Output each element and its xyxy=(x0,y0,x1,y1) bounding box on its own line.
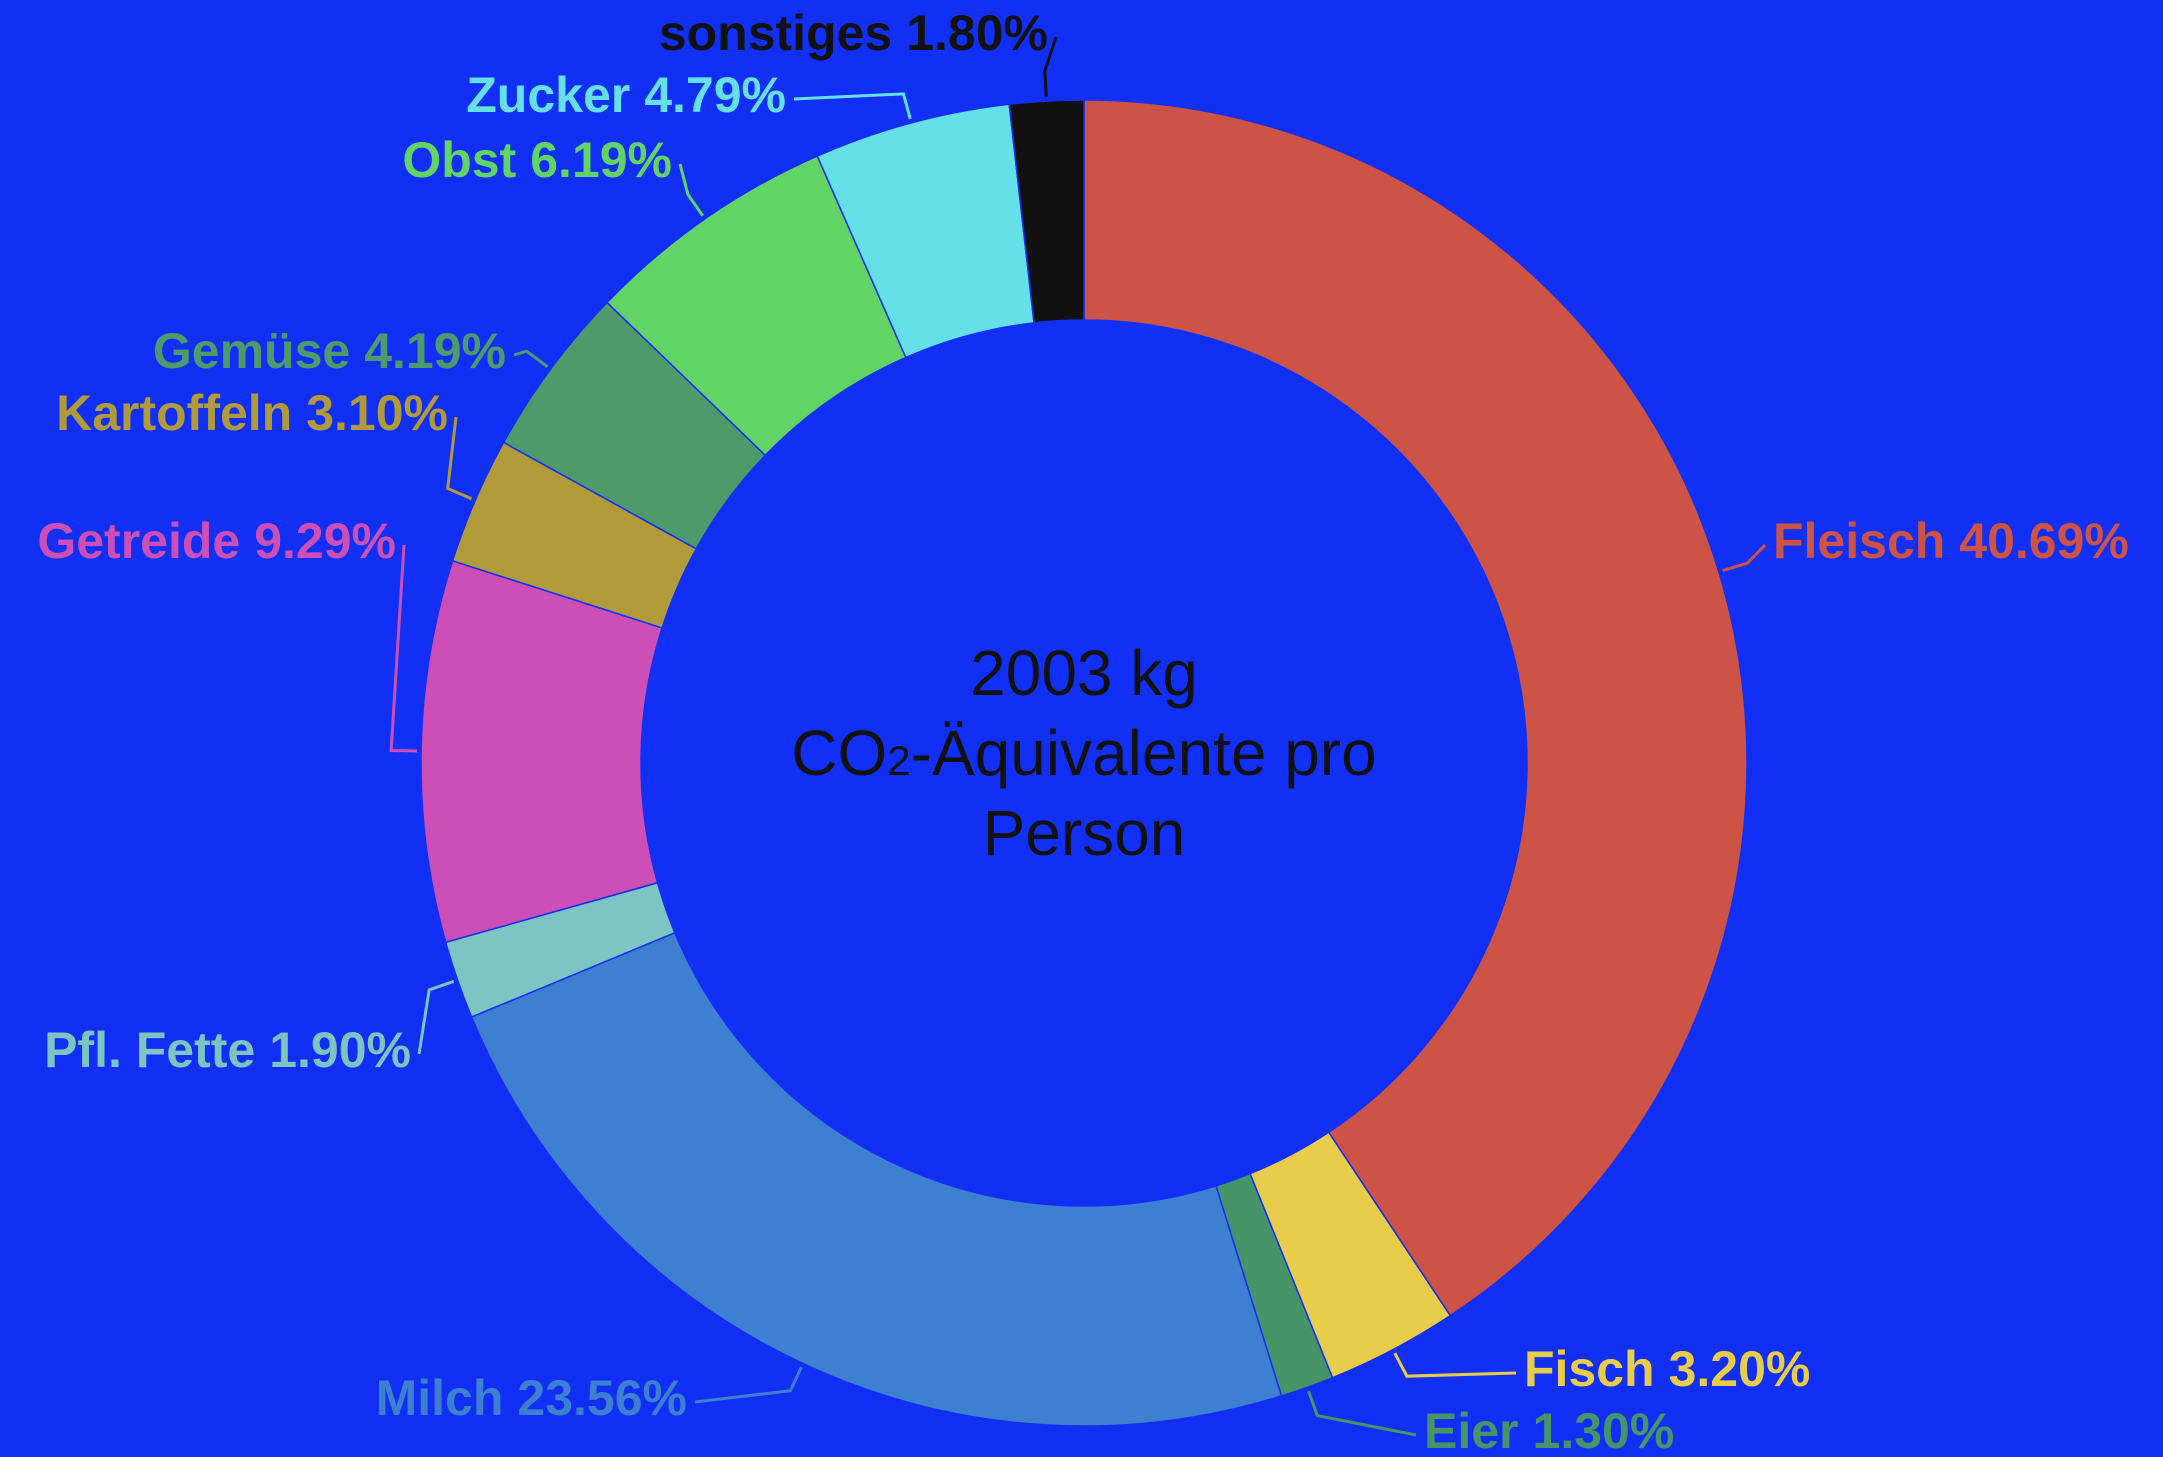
label-name: Zucker xyxy=(466,67,630,123)
leader-line xyxy=(1307,1390,1417,1437)
leader-line xyxy=(1043,36,1058,98)
label-value: 4.19% xyxy=(364,323,506,379)
label-value: 1.90% xyxy=(269,1022,411,1078)
slice xyxy=(1008,99,1085,324)
label-value: 9.29% xyxy=(254,513,396,569)
label-value: 1.80% xyxy=(906,5,1048,61)
label-name: Milch xyxy=(376,1370,504,1426)
label-name: Gemüse xyxy=(153,323,350,379)
label-value: 3.20% xyxy=(1669,1341,1811,1397)
label-value: 4.79% xyxy=(644,67,786,123)
slice-label: Zucker 4.79% xyxy=(466,67,786,123)
slice-label: Kartoffeln 3.10% xyxy=(56,385,448,441)
slice-label: Obst 6.19% xyxy=(402,132,672,188)
center-text-sub: 2 xyxy=(887,737,910,784)
leader-line xyxy=(694,1366,803,1404)
center-text-part: CO xyxy=(791,717,887,789)
leader-line xyxy=(678,163,704,217)
label-value: 6.19% xyxy=(530,132,672,188)
leader-line xyxy=(1393,1352,1517,1378)
slice-label: sonstiges 1.80% xyxy=(659,5,1048,61)
label-value: 1.30% xyxy=(1533,1403,1675,1457)
slice-label: Pfl. Fette 1.90% xyxy=(44,1022,411,1078)
slice xyxy=(470,931,1283,1427)
label-name: Fleisch xyxy=(1773,513,1945,569)
label-value: 3.10% xyxy=(306,385,448,441)
leader-line xyxy=(793,92,912,120)
label-value: 40.69% xyxy=(1959,513,2129,569)
center-text: CO2-Äquivalente pro xyxy=(791,717,1376,789)
slices xyxy=(420,99,1748,1427)
label-name: sonstiges xyxy=(659,5,892,61)
leader-line xyxy=(513,349,549,368)
leader-line xyxy=(446,416,473,501)
label-name: Obst xyxy=(402,132,516,188)
label-name: Getreide xyxy=(37,513,240,569)
slice xyxy=(1083,99,1748,1317)
leader-line xyxy=(1722,543,1767,573)
label-name: Kartoffeln xyxy=(56,385,292,441)
slice xyxy=(420,559,664,944)
slice-label: Gemüse 4.19% xyxy=(153,323,506,379)
center-text: 2003 kg xyxy=(970,637,1198,709)
slice-label: Eier 1.30% xyxy=(1424,1403,1674,1457)
slice-label: Fleisch 40.69% xyxy=(1773,513,2129,569)
labels: Fleisch 40.69%Fisch 3.20%Eier 1.30%Milch 23.… xyxy=(37,5,2129,1457)
slice-label: Fisch 3.20% xyxy=(1524,1341,1810,1397)
label-name: Eier xyxy=(1424,1403,1519,1457)
leader-line xyxy=(389,544,418,753)
label-value: 23.56% xyxy=(517,1370,687,1426)
center-text-part: -Äquivalente pro xyxy=(911,717,1377,789)
center-text: Person xyxy=(983,797,1186,869)
leader-line xyxy=(417,979,455,1055)
label-name: Pfl. Fette xyxy=(44,1022,255,1078)
slice-label: Milch 23.56% xyxy=(376,1370,687,1426)
label-name: Fisch xyxy=(1524,1341,1655,1397)
slice-label: Getreide 9.29% xyxy=(37,513,396,569)
